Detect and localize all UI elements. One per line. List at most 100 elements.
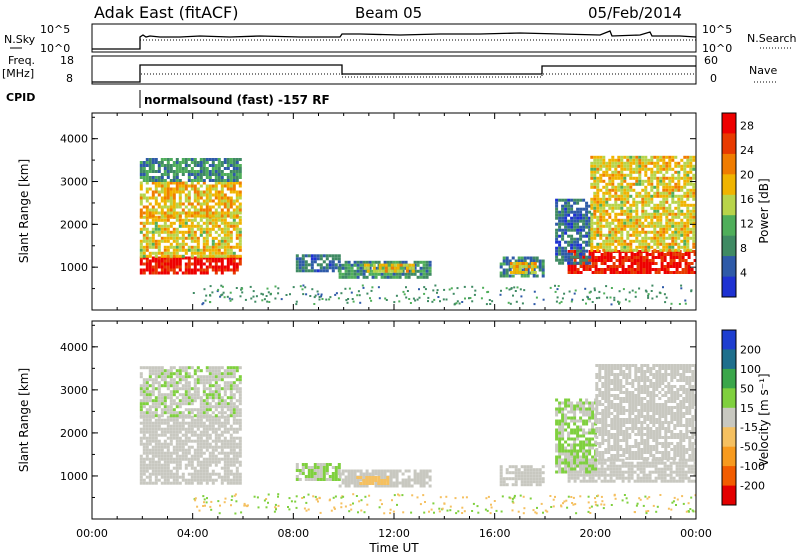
- heatmap-cell: [644, 204, 647, 207]
- heatmap-cell: [218, 215, 221, 218]
- heatmap-cell: [320, 254, 323, 257]
- heatmap-cell: [197, 203, 200, 206]
- heatmap-cell: [644, 198, 647, 201]
- heatmap-cell: [685, 265, 688, 268]
- heatmap-cell: [457, 287, 459, 289]
- heatmap-cell: [423, 479, 426, 482]
- heatmap-cell: [146, 260, 149, 263]
- heatmap-cell: [674, 234, 677, 237]
- heatmap-cell: [185, 263, 188, 266]
- heatmap-cell: [570, 217, 573, 220]
- heatmap-cell: [209, 246, 212, 249]
- heatmap-cell: [555, 444, 558, 447]
- heatmap-cell: [365, 479, 368, 482]
- heatmap-cell: [644, 225, 647, 228]
- heatmap-cell: [217, 289, 219, 291]
- heatmap-cell: [644, 246, 647, 249]
- heatmap-cell: [221, 449, 224, 452]
- nave-label: Nave: [749, 64, 777, 77]
- heatmap-cell: [224, 458, 227, 461]
- heatmap-cell: [680, 210, 683, 213]
- heatmap-cell: [649, 465, 652, 468]
- heatmap-cell: [188, 425, 191, 428]
- heatmap-cell: [418, 288, 420, 290]
- heatmap-cell: [167, 255, 170, 258]
- heatmap-cell: [191, 461, 194, 464]
- heatmap-cell: [173, 249, 176, 252]
- heatmap-cell: [682, 480, 685, 483]
- colorbar-tick-label: 24: [740, 144, 754, 157]
- heatmap-cell: [608, 195, 611, 198]
- heatmap-cell: [638, 225, 641, 228]
- heatmap-cell: [534, 265, 537, 268]
- heatmap-cell: [570, 420, 573, 423]
- heatmap-cell: [164, 464, 167, 467]
- heatmap-cell: [408, 470, 411, 473]
- heatmap-cell: [179, 206, 182, 209]
- heatmap-cell: [417, 276, 420, 279]
- heatmap-cell: [332, 478, 335, 481]
- heatmap-cell: [585, 232, 588, 235]
- heatmap-cell: [620, 210, 623, 213]
- heatmap-cell: [215, 449, 218, 452]
- heatmap-cell: [573, 199, 576, 202]
- heatmap-cell: [464, 286, 466, 288]
- heatmap-cell: [539, 260, 542, 263]
- heatmap-cell: [664, 471, 667, 474]
- heatmap-cell: [585, 202, 588, 205]
- heatmap-cell: [149, 188, 152, 191]
- heatmap-cell: [221, 431, 224, 434]
- heatmap-cell: [239, 437, 242, 440]
- heatmap-cell: [146, 263, 149, 266]
- heatmap-cell: [643, 474, 646, 477]
- heatmap-cell: [152, 446, 155, 449]
- heatmap-cell: [396, 485, 399, 488]
- heatmap-cell: [679, 262, 682, 265]
- heatmap-cell: [149, 231, 152, 234]
- heatmap-cell: [383, 482, 386, 485]
- heatmap-cell: [512, 483, 515, 486]
- heatmap-cell: [671, 249, 674, 252]
- heatmap-cell: [586, 296, 588, 298]
- heatmap-cell: [620, 198, 623, 201]
- heatmap-cell: [555, 408, 558, 411]
- heatmap-cell: [558, 432, 561, 435]
- heatmap-cell: [143, 197, 146, 200]
- heatmap-cell: [677, 237, 680, 240]
- heatmap-cell: [239, 173, 242, 176]
- heatmap-cell: [143, 443, 146, 446]
- heatmap-cell: [215, 164, 218, 167]
- heatmap-cell: [176, 266, 179, 269]
- heatmap-cell: [170, 231, 173, 234]
- heatmap-cell: [662, 231, 665, 234]
- heatmap-cell: [402, 479, 405, 482]
- heatmap-cell: [360, 261, 363, 264]
- heatmap-cell: [218, 399, 221, 402]
- heatmap-cell: [176, 188, 179, 191]
- heatmap-cell: [155, 446, 158, 449]
- heatmap-cell: [239, 176, 242, 179]
- heatmap-cell: [561, 468, 564, 471]
- heatmap-cell: [236, 437, 239, 440]
- heatmap-cell: [610, 253, 613, 256]
- heatmap-cell: [197, 381, 200, 384]
- heatmap-cell: [679, 259, 682, 262]
- heatmap-cell: [188, 266, 191, 269]
- heatmap-cell: [635, 180, 638, 183]
- heatmap-cell: [564, 250, 567, 253]
- heatmap-cell: [176, 428, 179, 431]
- heatmap-cell: [161, 176, 164, 179]
- heatmap-cell: [592, 474, 595, 477]
- colorbar-segment: [722, 277, 736, 298]
- heatmap-cell: [673, 253, 676, 256]
- heatmap-cell: [387, 470, 390, 473]
- heatmap-cell: [585, 223, 588, 226]
- heatmap-cell: [155, 263, 158, 266]
- heatmap-cell: [191, 179, 194, 182]
- heatmap-cell: [164, 269, 167, 272]
- heatmap-cell: [381, 273, 384, 276]
- heatmap-cell: [212, 179, 215, 182]
- heatmap-cell: [385, 270, 388, 273]
- heatmap-cell: [143, 393, 146, 396]
- heatmap-cell: [194, 197, 197, 200]
